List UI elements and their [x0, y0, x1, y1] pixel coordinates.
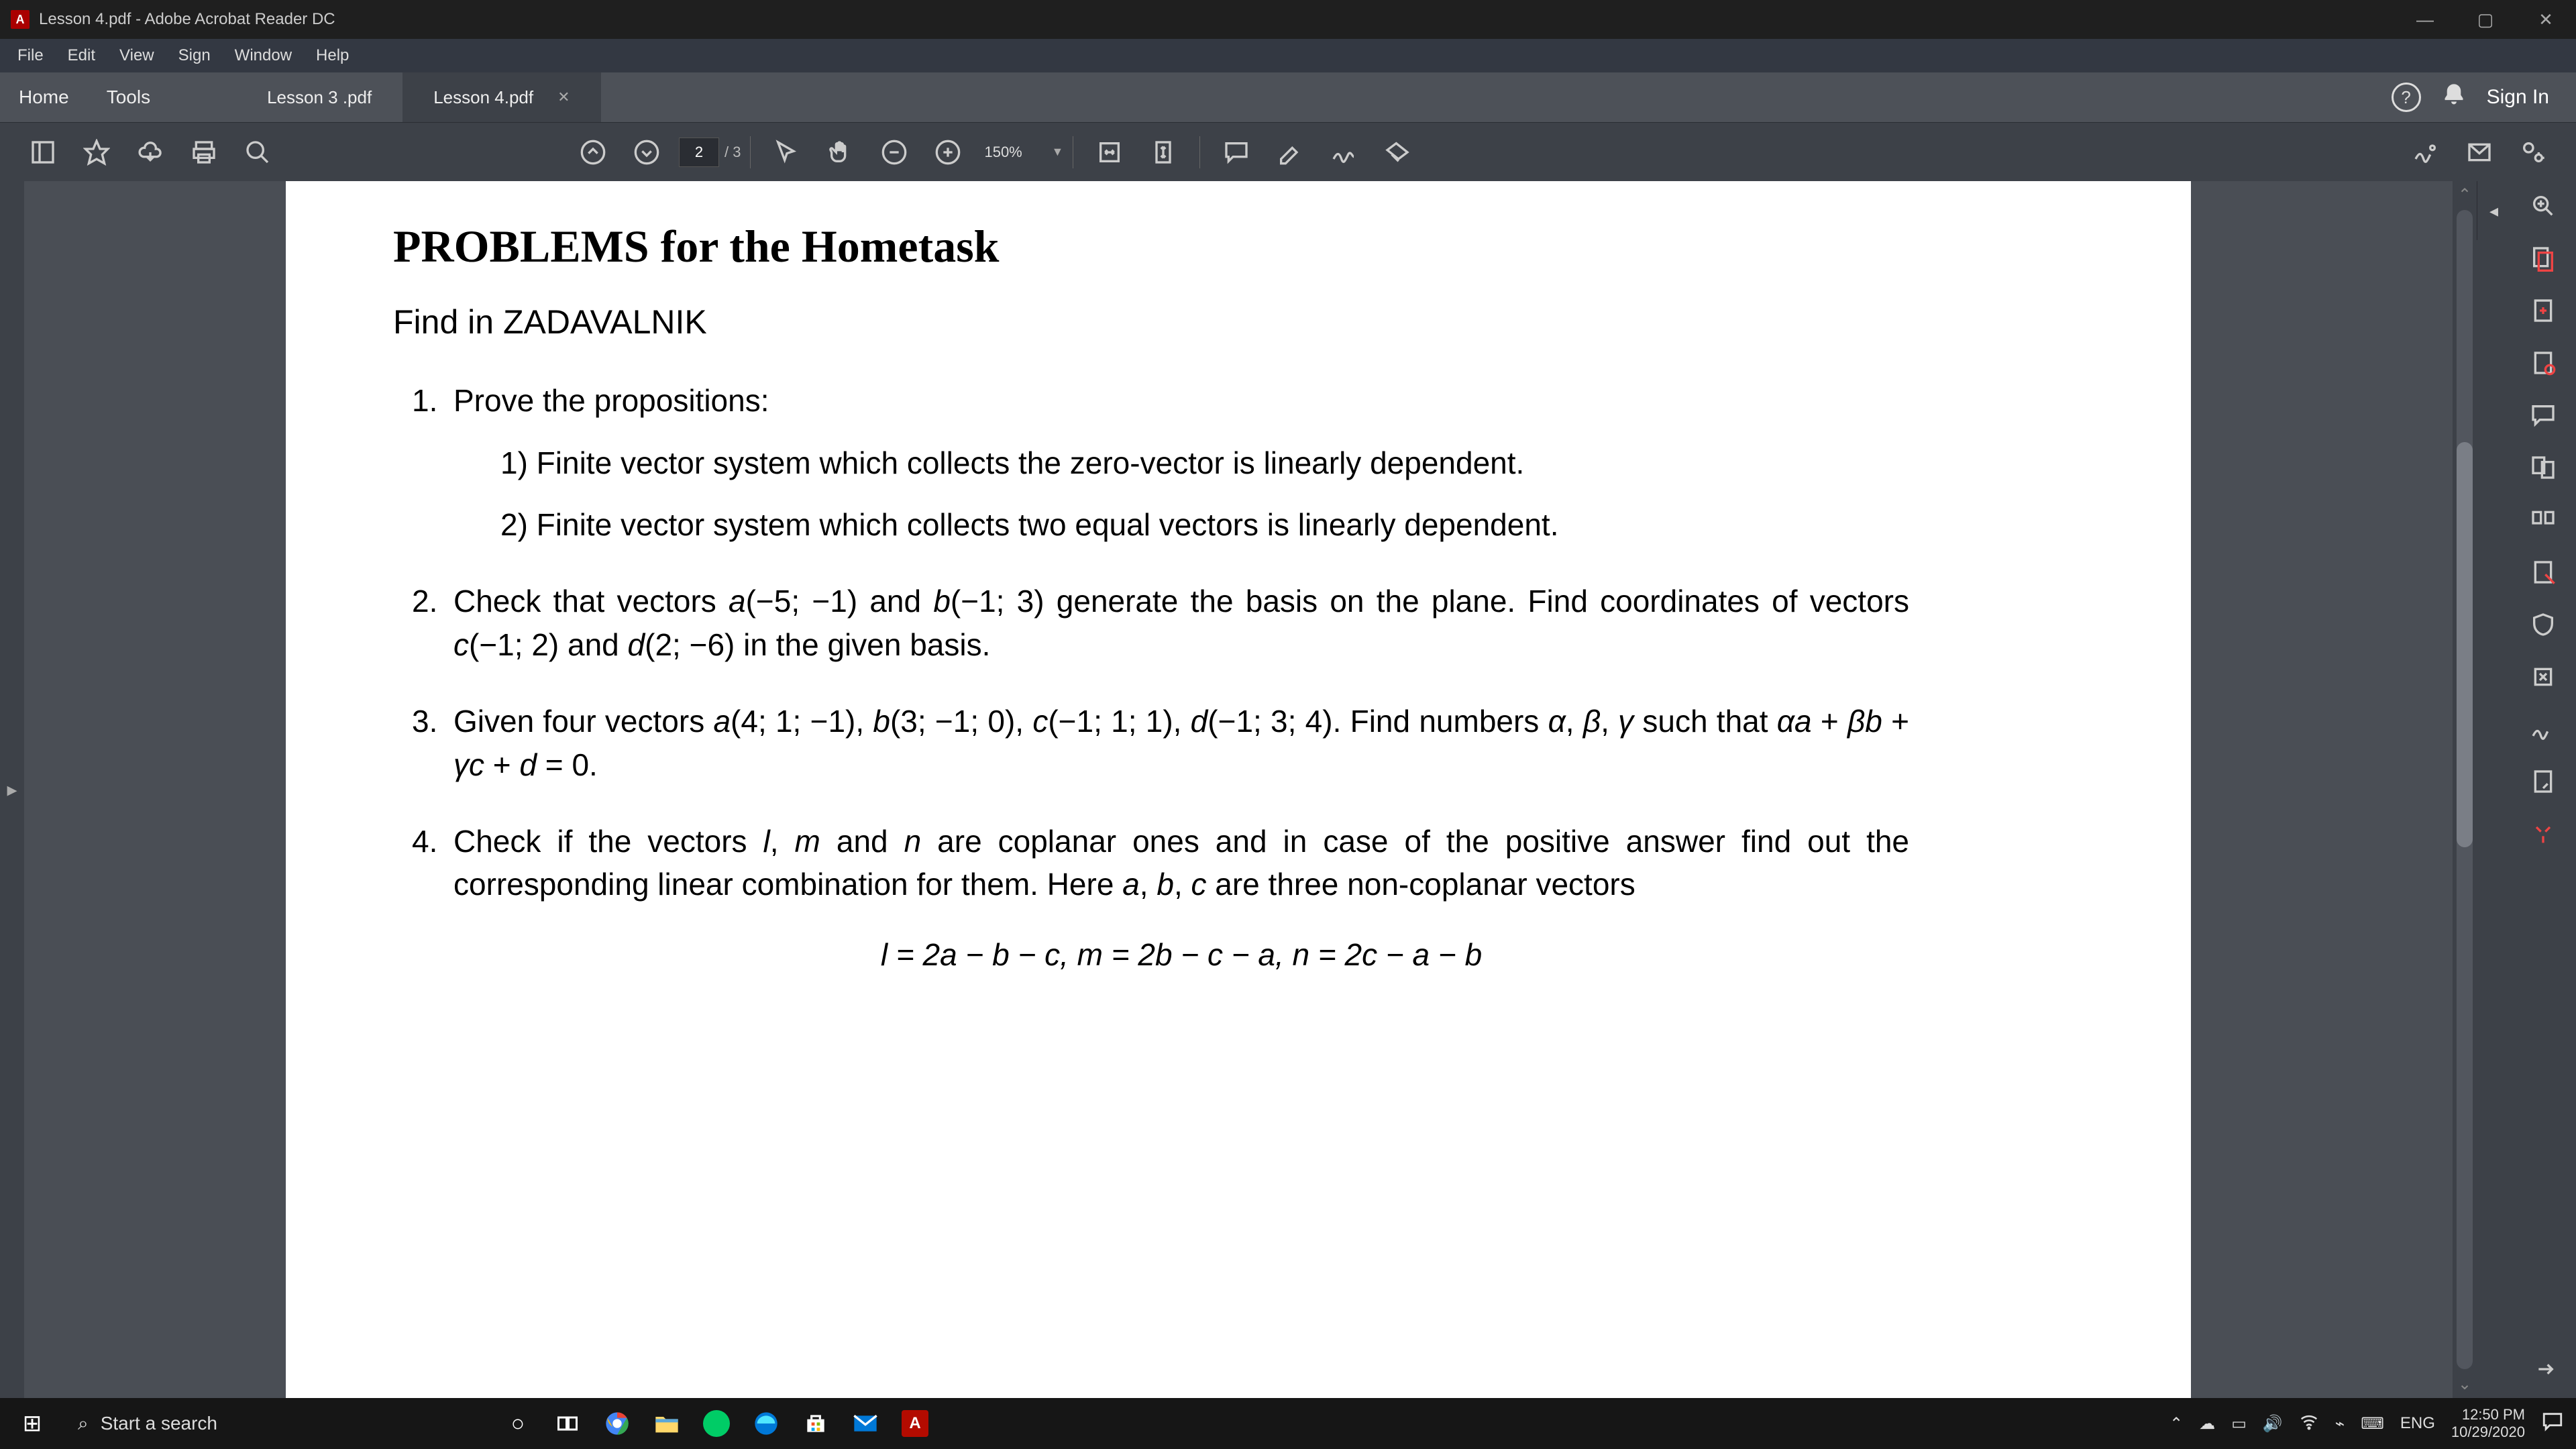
document-area: PROBLEMS for the Hometask Find in ZADAVA… — [24, 181, 2477, 1398]
organize-icon[interactable] — [2528, 504, 2559, 535]
protect-icon[interactable] — [2528, 609, 2559, 640]
explorer-icon[interactable] — [648, 1405, 686, 1442]
cloud-icon[interactable] — [123, 123, 177, 181]
expand-tools-icon[interactable] — [2528, 1354, 2559, 1385]
sign-icon[interactable] — [1317, 123, 1371, 181]
menu-file[interactable]: File — [5, 42, 56, 69]
more-tools-icon[interactable] — [2528, 818, 2559, 849]
equation: l = 2a − b − c, m = 2b − c − a, n = 2c −… — [453, 933, 1909, 976]
menu-help[interactable]: Help — [304, 42, 361, 69]
bell-icon[interactable] — [2441, 83, 2467, 113]
send-icon[interactable] — [2528, 766, 2559, 797]
compress-icon[interactable] — [2528, 661, 2559, 692]
chrome-icon[interactable] — [598, 1405, 636, 1442]
search-icon[interactable] — [231, 123, 284, 181]
keyboard-icon[interactable]: ⌨ — [2361, 1414, 2384, 1434]
combine-icon[interactable] — [2528, 452, 2559, 483]
close-tab-icon[interactable]: ✕ — [557, 89, 570, 106]
highlight-icon[interactable] — [1263, 123, 1317, 181]
tab-tools[interactable]: Tools — [88, 87, 169, 108]
doc-heading: PROBLEMS for the Hometask — [393, 215, 2084, 278]
start-button[interactable]: ⊞ — [0, 1410, 64, 1437]
problem-4: Check if the vectors l, m and n are copl… — [453, 824, 1909, 902]
volume-icon[interactable]: 🔊 — [2263, 1414, 2283, 1434]
fill-sign-icon[interactable] — [2528, 714, 2559, 745]
hand-icon[interactable] — [814, 123, 867, 181]
app-icon-1[interactable] — [698, 1405, 735, 1442]
share-icon[interactable] — [2506, 123, 2560, 181]
zoom-level[interactable]: 150% — [984, 144, 1051, 161]
comment-pane-icon[interactable] — [2528, 400, 2559, 431]
fit-page-icon[interactable] — [1136, 123, 1190, 181]
store-icon[interactable] — [797, 1405, 835, 1442]
search-icon: ⌕ — [78, 1413, 89, 1435]
menu-sign[interactable]: Sign — [166, 42, 223, 69]
close-window-button[interactable]: ✕ — [2516, 0, 2576, 39]
doc-tab-lesson4[interactable]: Lesson 4.pdf ✕ — [402, 72, 600, 122]
create-pdf-icon[interactable] — [2528, 295, 2559, 326]
search-pane-icon[interactable] — [2528, 191, 2559, 221]
taskbar: ⊞ ⌕ Start a search ○ A ⌃ ☁ ▭ 🔊 ⌁ ⌨ ENG — [0, 1398, 2576, 1449]
acrobat-taskbar-icon[interactable]: A — [896, 1405, 934, 1442]
taskview-icon[interactable] — [549, 1405, 586, 1442]
menu-window[interactable]: Window — [223, 42, 304, 69]
language-indicator[interactable]: ENG — [2400, 1414, 2435, 1433]
doc-subheading: Find in ZADAVALNIK — [393, 299, 2084, 345]
sidebar-toggle-icon[interactable] — [16, 123, 70, 181]
star-icon[interactable] — [70, 123, 123, 181]
sign-tool-icon[interactable] — [2399, 123, 2453, 181]
edge-icon[interactable] — [747, 1405, 785, 1442]
toolbar: / 3 150%▼ — [0, 122, 2576, 181]
pdf-page: PROBLEMS for the Hometask Find in ZADAVA… — [286, 181, 2191, 1398]
vertical-scrollbar[interactable]: ⌃ ⌄ — [2453, 181, 2477, 1398]
acrobat-logo-icon: A — [11, 10, 30, 29]
bluetooth-icon[interactable]: ⌁ — [2335, 1414, 2345, 1434]
tab-row: Home Tools Lesson 3 .pdf Lesson 4.pdf ✕ … — [0, 72, 2576, 122]
onedrive-icon[interactable]: ☁ — [2199, 1414, 2215, 1434]
right-toolbar — [2510, 181, 2576, 1398]
redact-icon[interactable] — [2528, 557, 2559, 588]
erase-icon[interactable] — [1371, 123, 1424, 181]
minimize-button[interactable]: — — [2395, 0, 2455, 39]
tab-home[interactable]: Home — [0, 87, 88, 108]
pointer-icon[interactable] — [760, 123, 814, 181]
page-down-icon[interactable] — [620, 123, 674, 181]
help-icon[interactable]: ? — [2392, 83, 2421, 112]
maximize-button[interactable]: ▢ — [2455, 0, 2516, 39]
problem-2: Check that vectors a(−5; −1) and b(−1; 3… — [453, 584, 1909, 661]
clock[interactable]: 12:50 PM 10/29/2020 — [2451, 1406, 2525, 1442]
page-number-input[interactable] — [679, 138, 719, 167]
page-up-icon[interactable] — [566, 123, 620, 181]
menubar: File Edit View Sign Window Help — [0, 39, 2576, 72]
window-title: Lesson 4.pdf - Adobe Acrobat Reader DC — [39, 10, 2395, 29]
menu-view[interactable]: View — [107, 42, 166, 69]
zoom-in-icon[interactable] — [921, 123, 975, 181]
notifications-icon[interactable] — [2541, 1410, 2564, 1438]
edit-pdf-icon[interactable] — [2528, 347, 2559, 378]
taskbar-search[interactable]: ⌕ Start a search — [64, 1398, 231, 1449]
print-icon[interactable] — [177, 123, 231, 181]
titlebar: A Lesson 4.pdf - Adobe Acrobat Reader DC… — [0, 0, 2576, 39]
zoom-out-icon[interactable] — [867, 123, 921, 181]
export-pdf-icon[interactable] — [2528, 243, 2559, 274]
mail-icon[interactable] — [2453, 123, 2506, 181]
tray-app-icon[interactable]: ▭ — [2231, 1414, 2247, 1434]
tray-chevron-icon[interactable]: ⌃ — [2169, 1414, 2183, 1434]
problem-3: Given four vectors a(4; 1; −1), b(3; −1;… — [453, 704, 1909, 782]
cortana-icon[interactable]: ○ — [499, 1405, 537, 1442]
right-collapse-icon[interactable]: ◂ — [2477, 181, 2510, 240]
comment-icon[interactable] — [1210, 123, 1263, 181]
left-expand-icon[interactable]: ▸ — [0, 181, 24, 1398]
doc-tab-lesson3[interactable]: Lesson 3 .pdf — [236, 72, 402, 122]
mail-app-icon[interactable] — [847, 1405, 884, 1442]
sign-in-link[interactable]: Sign In — [2487, 86, 2549, 109]
menu-edit[interactable]: Edit — [56, 42, 107, 69]
page-total-label: / 3 — [724, 144, 741, 161]
fit-width-icon[interactable] — [1083, 123, 1136, 181]
wifi-icon[interactable] — [2299, 1411, 2319, 1436]
